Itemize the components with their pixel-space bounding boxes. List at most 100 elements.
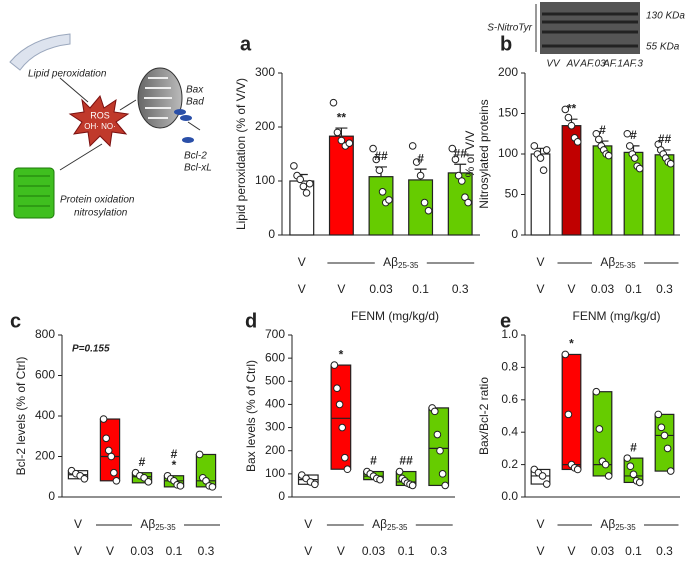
- y-tick-label: 400: [265, 397, 285, 411]
- data-point: [564, 113, 573, 122]
- y-tick-label: 200: [265, 443, 285, 457]
- y-tick-label: 150: [498, 106, 518, 120]
- x-tick-label: 0.03: [362, 544, 386, 558]
- data-point: [375, 166, 384, 174]
- error-bar: [335, 127, 348, 137]
- group-sub: 25-35: [615, 523, 636, 532]
- label: Lipid peroxidation: [28, 69, 107, 80]
- x-tick-label: V: [567, 282, 575, 296]
- data-point: [112, 477, 121, 485]
- data-point: [420, 198, 429, 207]
- x-tick-label: V: [298, 282, 306, 296]
- marker: 55 KDa: [646, 42, 680, 53]
- y-axis-label: Nitrosylated proteins: [477, 99, 491, 208]
- data-point: [345, 139, 354, 147]
- group-name: Aβ: [600, 517, 615, 531]
- x-tick-label: V: [337, 282, 345, 296]
- group-label: Aβ25-35: [140, 517, 176, 532]
- data-point: [416, 171, 425, 180]
- label: Bcl-2: [184, 151, 207, 162]
- data-point: [625, 142, 634, 150]
- y-tick-label: 0.4: [501, 424, 518, 438]
- y-tick-label: 50: [505, 187, 519, 201]
- y-tick-label: 600: [265, 350, 285, 364]
- data-point: [408, 481, 417, 490]
- significance: #: [171, 447, 178, 461]
- data-point: [176, 482, 185, 490]
- data-point: [438, 470, 447, 478]
- y-tick-label: 0: [278, 489, 285, 503]
- data-point: [601, 460, 610, 469]
- cristae: [144, 77, 172, 119]
- significance: ##: [658, 132, 672, 146]
- panel-letter: c: [10, 310, 21, 332]
- data-point: [195, 450, 204, 459]
- data-point: [338, 423, 347, 432]
- label: Bcl-xL: [184, 163, 212, 174]
- protein-icon: [174, 109, 186, 115]
- x-axis-label: FENM (mg/kg/d): [351, 309, 439, 323]
- group-sub: 25-35: [398, 261, 419, 270]
- label: Bax: [186, 85, 204, 96]
- data-point: [144, 478, 153, 486]
- label: nitrosylation: [74, 208, 128, 219]
- data-point: [385, 196, 393, 204]
- data-point: [107, 452, 116, 461]
- data-point: [630, 154, 639, 162]
- y-axis-label: Bax levels (% of Ctrl): [244, 360, 258, 472]
- data-point: [654, 410, 663, 419]
- data-point: [441, 481, 450, 490]
- label: Protein oxidation: [60, 195, 135, 206]
- significance: ##: [399, 454, 413, 468]
- significance: #: [630, 128, 637, 142]
- gfp-strands: [18, 175, 50, 207]
- data-point: [573, 465, 582, 474]
- data-point: [311, 480, 319, 489]
- data-point: [102, 434, 110, 443]
- data-point: [564, 410, 573, 419]
- data-point: [660, 431, 669, 440]
- data-point: [369, 144, 377, 153]
- y-tick-label: 300: [265, 420, 285, 434]
- bar: [328, 135, 354, 236]
- arrow: [59, 77, 201, 171]
- data-point: [302, 189, 311, 197]
- x-tick-label: 0.3: [198, 544, 215, 558]
- data-point: [542, 480, 551, 488]
- group-label: Aβ25-35: [383, 255, 419, 270]
- data-point: [372, 155, 381, 164]
- data-point: [629, 470, 638, 479]
- note: P=0.155: [72, 344, 110, 355]
- group-label: Aβ25-35: [600, 255, 636, 270]
- data-point: [536, 154, 545, 162]
- y-tick-label: 100: [255, 173, 275, 187]
- data-point: [335, 400, 344, 409]
- x-tick-label: V: [567, 544, 575, 558]
- label: ROS: [90, 110, 110, 120]
- box: [561, 353, 582, 471]
- y-tick-label: 0.0: [501, 489, 518, 503]
- data-point: [604, 151, 613, 160]
- x-tick-label: V: [304, 544, 312, 558]
- significance: #: [139, 455, 146, 469]
- x-tick-label: V: [536, 544, 544, 558]
- x-tick-label: 0.3: [656, 282, 673, 296]
- data-point: [604, 472, 613, 480]
- significance: *: [339, 347, 344, 361]
- y-tick-label: 200: [35, 449, 55, 463]
- x-row1-label: V: [298, 255, 306, 269]
- box: [330, 364, 352, 470]
- data-point: [594, 135, 603, 144]
- x-row1-label: V: [536, 517, 544, 531]
- significance: *: [172, 458, 177, 472]
- y-axis-label: Bcl-2 levels (% of Ctrl): [14, 357, 28, 476]
- bar: [530, 153, 551, 236]
- data-point: [464, 198, 472, 207]
- data-point: [561, 350, 570, 359]
- y-tick-label: 500: [265, 373, 285, 387]
- box: [428, 407, 450, 487]
- x-tick-label: V: [536, 282, 544, 296]
- panel-letter: d: [245, 310, 257, 332]
- y-axis-label: Bax/Bcl-2 ratio: [477, 377, 491, 455]
- x-tick-label: 0.03: [591, 282, 615, 296]
